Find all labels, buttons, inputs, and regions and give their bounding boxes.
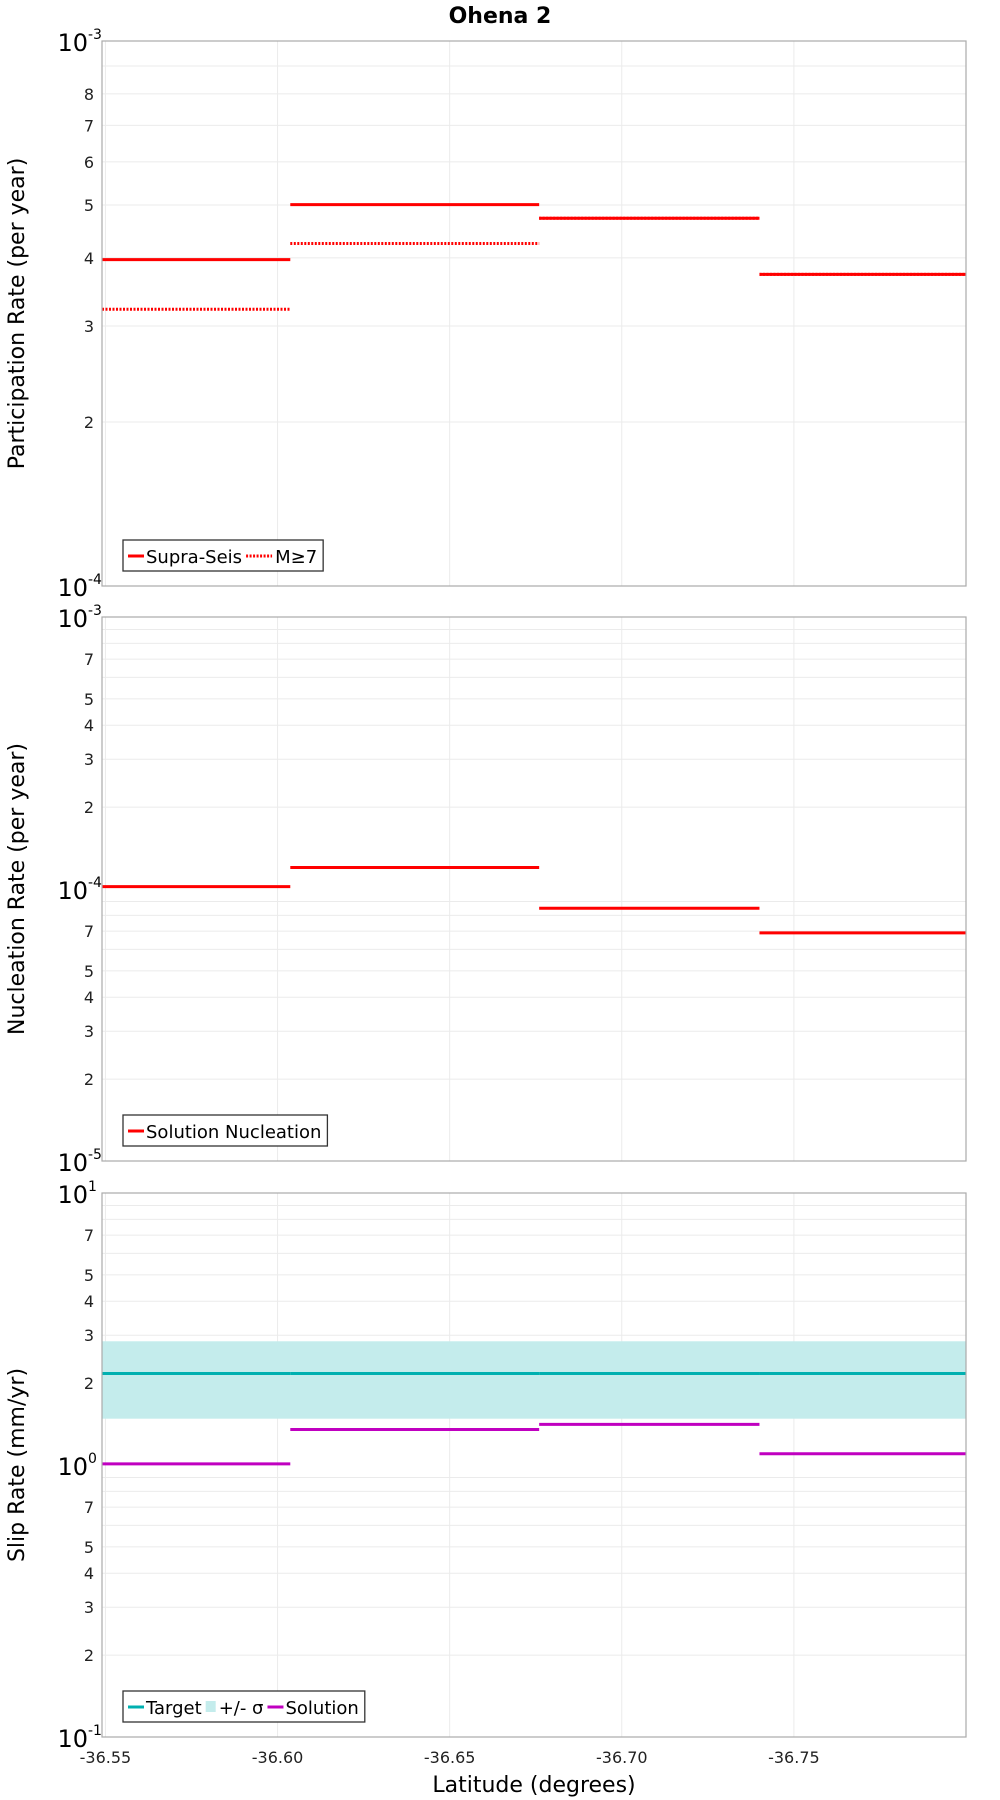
y-tick-label: 4 xyxy=(84,249,94,268)
y-tick-label: 2 xyxy=(84,413,94,432)
x-tick-label: -36.55 xyxy=(80,1748,132,1767)
y-tick-label: 5 xyxy=(84,690,94,709)
y-decade-label: 10 xyxy=(57,29,88,57)
y-decade-exponent: -3 xyxy=(88,603,102,619)
y-tick-label: 4 xyxy=(84,1564,94,1583)
x-axis-label: Latitude (degrees) xyxy=(432,1773,635,1798)
y-tick-label: 5 xyxy=(84,196,94,215)
y-tick-label: 3 xyxy=(84,1598,94,1617)
y-tick-label: 8 xyxy=(84,85,94,104)
y-decade-exponent: -4 xyxy=(88,875,102,891)
y-tick-label: 4 xyxy=(84,1292,94,1311)
y-tick-label: 4 xyxy=(84,988,94,1007)
y-tick-label: 2 xyxy=(84,798,94,817)
plot-area xyxy=(102,617,966,1161)
y-tick-label: 3 xyxy=(84,1326,94,1345)
y-tick-label: 5 xyxy=(84,1266,94,1285)
y-decade-exponent: 1 xyxy=(88,1179,97,1195)
plot-area xyxy=(102,41,966,586)
y-tick-label: 2 xyxy=(84,1646,94,1665)
x-tick-label: -36.65 xyxy=(424,1748,476,1767)
plot-frame xyxy=(101,40,967,587)
y-tick-label: 2 xyxy=(84,1070,94,1089)
y-axis-label: Nucleation Rate (per year) xyxy=(5,743,30,1035)
y-decade-label: 10 xyxy=(57,1149,88,1177)
y-decade-label: 10 xyxy=(57,877,88,905)
y-decade-exponent: -3 xyxy=(88,27,102,43)
panel-3: 2 3 4 5 7 2 3 4 5 7 -36.55 -36.60 -36.65 -36.70 -36.75… xyxy=(5,1179,967,1767)
y-tick-label: 7 xyxy=(84,1226,94,1245)
y-tick-label: 6 xyxy=(84,153,94,172)
y-decade-exponent: -1 xyxy=(88,1723,102,1739)
y-tick-label: 3 xyxy=(84,317,94,336)
y-decade-label: 10 xyxy=(57,1453,88,1481)
y-decade-exponent: -4 xyxy=(88,572,102,588)
y-decade-exponent: -5 xyxy=(88,1147,102,1163)
legend-box xyxy=(122,1114,329,1147)
y-decade-label: 10 xyxy=(57,574,88,602)
y-tick-label: 5 xyxy=(84,962,94,981)
y-tick-label: 7 xyxy=(84,116,94,135)
x-tick-label: -36.75 xyxy=(768,1748,820,1767)
x-tick-label: -36.70 xyxy=(596,1748,648,1767)
legend: Solution Nucleation xyxy=(122,1114,329,1147)
y-tick-label: 7 xyxy=(84,922,94,941)
legend: Target +/- σ Solution xyxy=(122,1690,366,1723)
y-tick-label: 7 xyxy=(84,1498,94,1517)
legend: Supra-Seis M≥7 xyxy=(122,539,324,572)
chart-title: Ohena 2 xyxy=(449,4,552,29)
legend-swatch xyxy=(205,1701,216,1712)
x-tick-label: -36.60 xyxy=(252,1748,304,1767)
legend-label: Target xyxy=(145,1698,202,1719)
plot-frame xyxy=(101,1192,967,1738)
legend-label: Supra-Seis xyxy=(146,547,242,568)
legend-label: +/- σ xyxy=(219,1698,264,1719)
sigma-band xyxy=(102,1341,966,1419)
y-decade-exponent: 0 xyxy=(88,1451,97,1467)
legend-box xyxy=(122,539,324,572)
y-decade-label: 10 xyxy=(57,605,88,633)
y-axis-label: Slip Rate (mm/yr) xyxy=(5,1368,30,1562)
y-tick-label: 3 xyxy=(84,750,94,769)
plot-frame xyxy=(101,616,967,1162)
legend-label: M≥7 xyxy=(275,547,317,568)
y-tick-label: 4 xyxy=(84,716,94,735)
y-tick-label: 5 xyxy=(84,1538,94,1557)
legend-label: Solution xyxy=(285,1698,358,1719)
legend-label: Solution Nucleation xyxy=(146,1122,321,1143)
y-decade-label: 10 xyxy=(57,1725,88,1753)
legend-box xyxy=(122,1690,366,1723)
y-tick-label: 2 xyxy=(84,1374,94,1393)
y-decade-label: 10 xyxy=(57,1181,88,1209)
y-tick-label: 7 xyxy=(84,650,94,669)
y-tick-label: 3 xyxy=(84,1022,94,1041)
y-axis-label: Participation Rate (per year) xyxy=(5,158,30,470)
